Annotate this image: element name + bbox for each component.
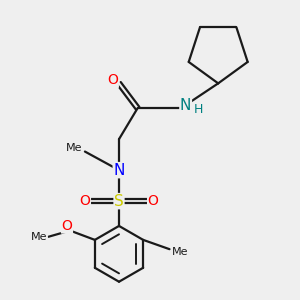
Text: S: S [114,194,124,208]
Text: O: O [107,73,118,87]
Text: O: O [61,219,72,233]
Text: Me: Me [172,247,189,257]
Text: Me: Me [66,143,82,154]
Text: N: N [113,163,125,178]
Text: H: H [194,103,203,116]
Text: Me: Me [31,232,47,242]
Text: O: O [148,194,158,208]
Text: O: O [80,194,90,208]
Text: N: N [180,98,191,112]
